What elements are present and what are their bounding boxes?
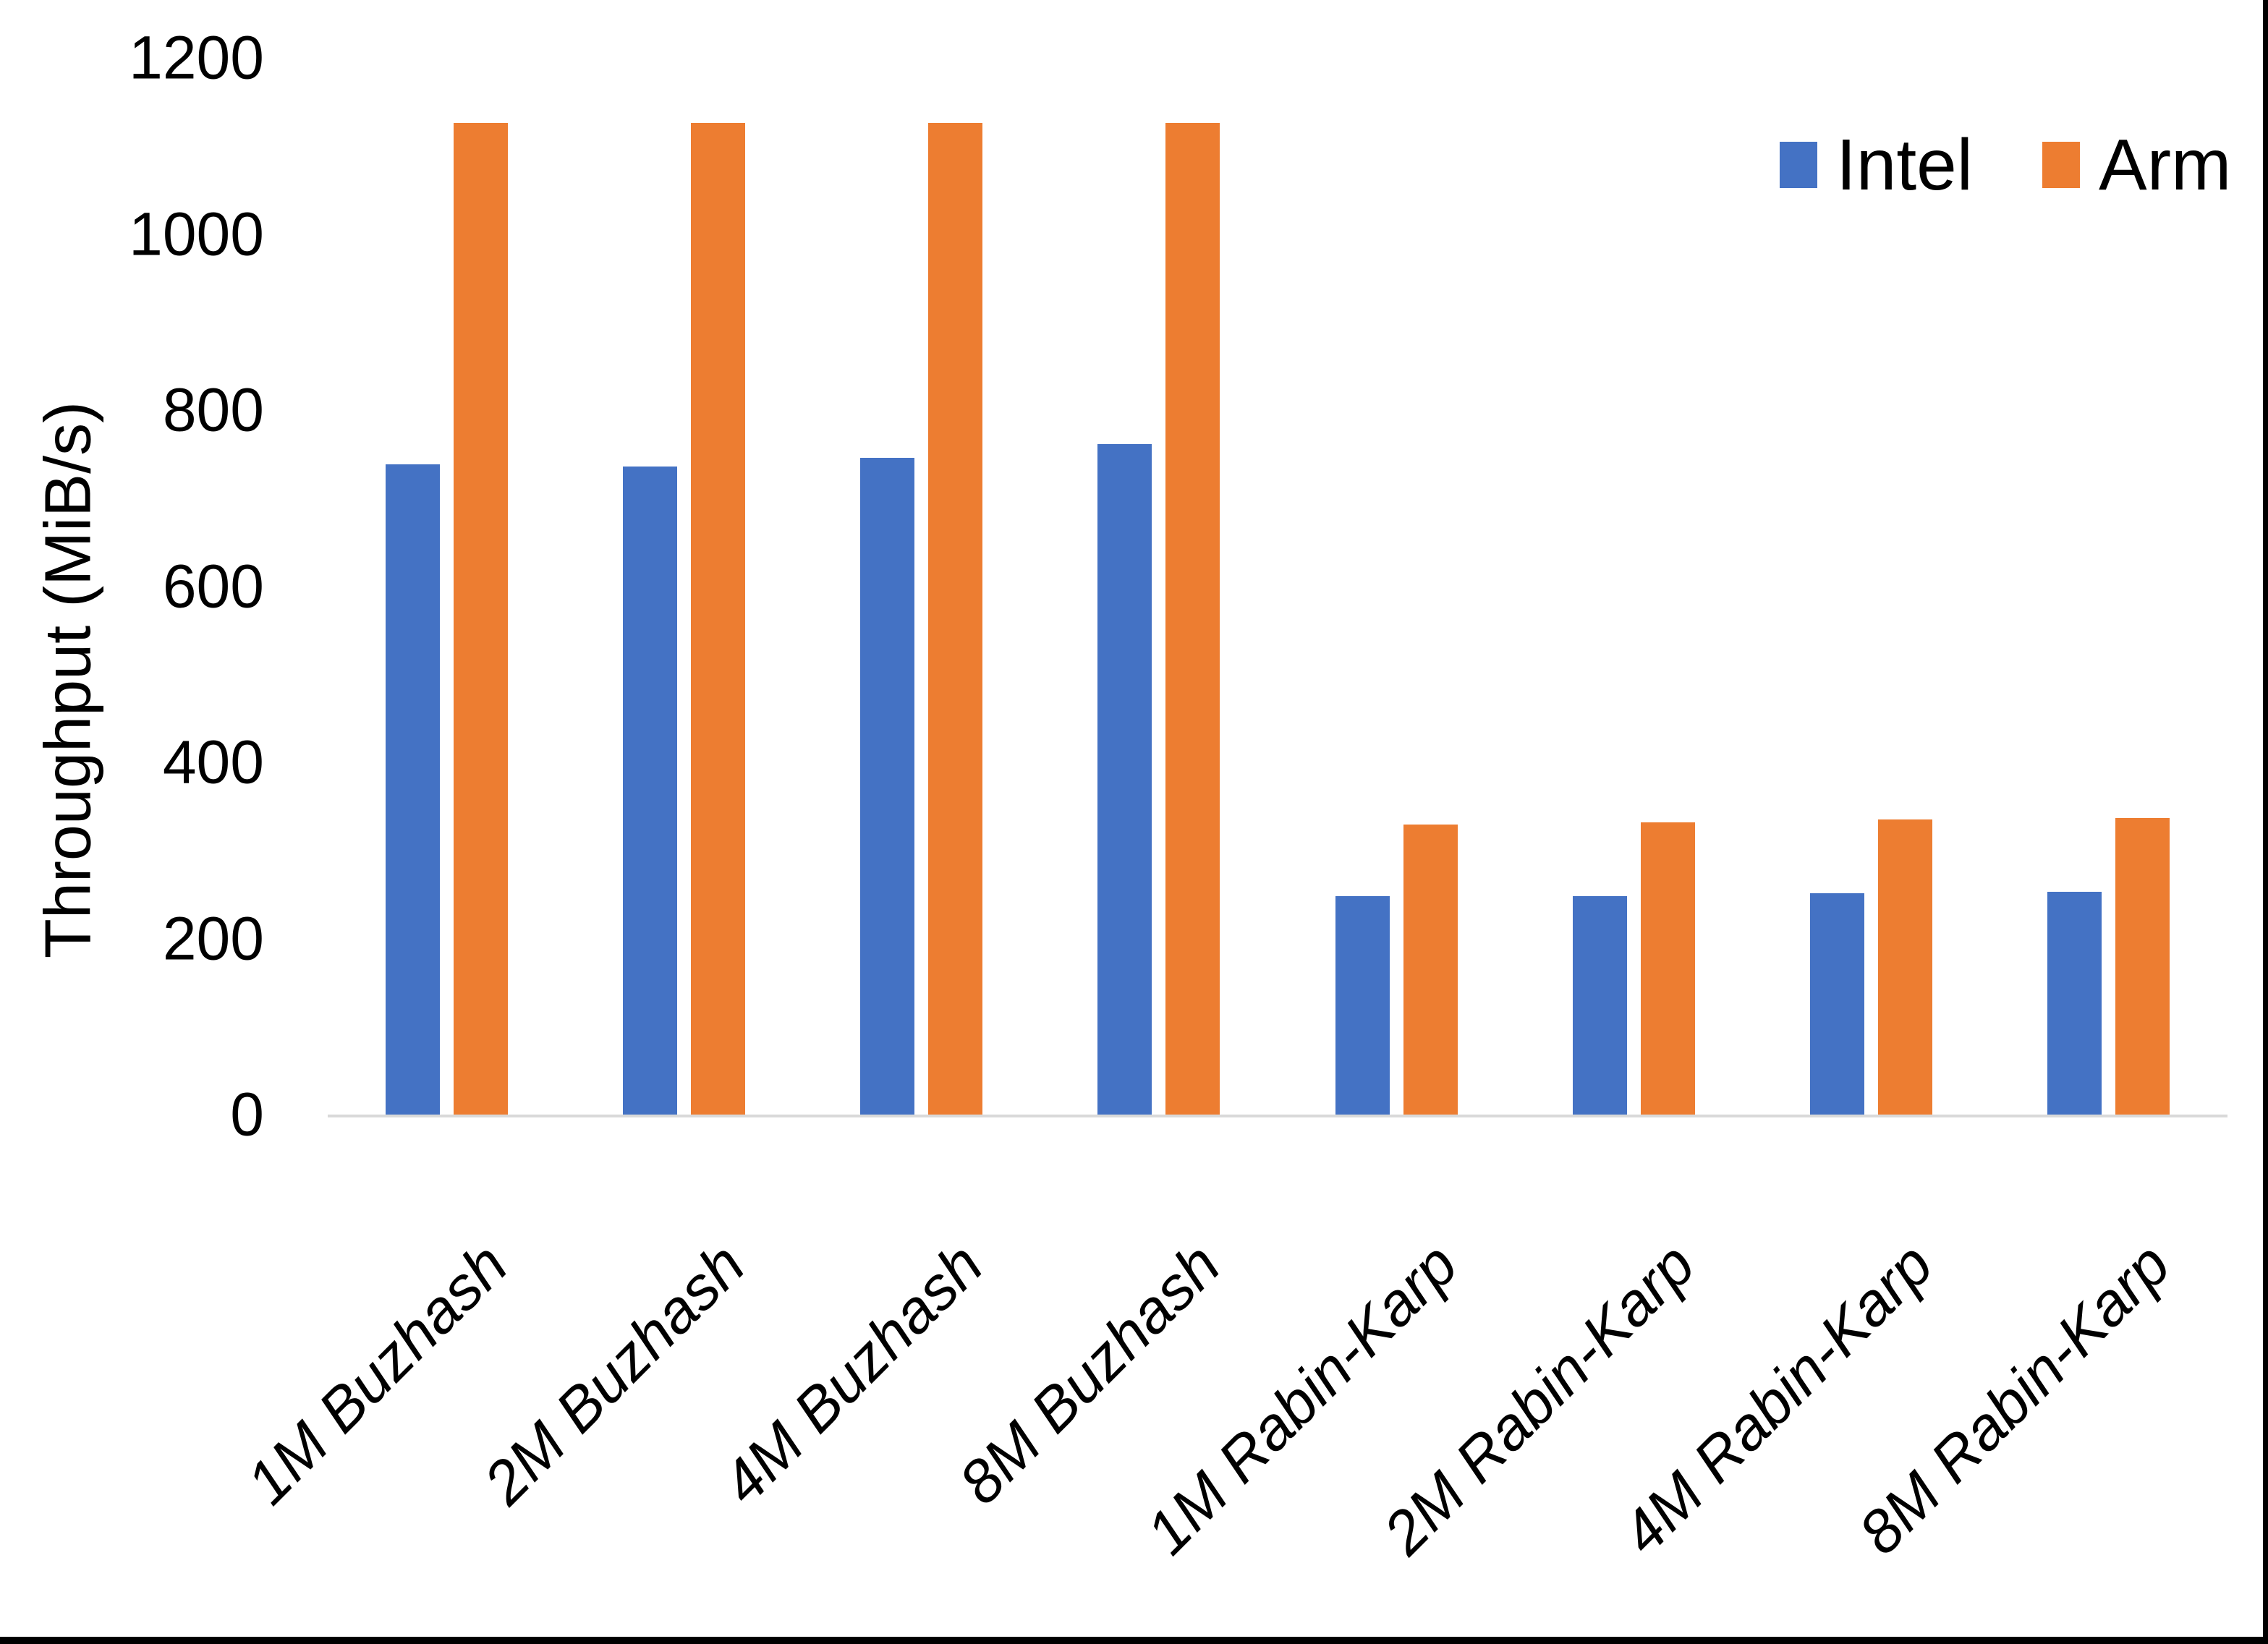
y-axis-title: Throughput (MiB/s) (32, 401, 105, 959)
y-tick-label-1000: 1000 (129, 200, 264, 268)
bar-arm-1m-buzhash (453, 123, 508, 1115)
bar-arm-8m-rabin-karp (2115, 817, 2170, 1115)
legend: Intel Arm (1780, 129, 2231, 201)
bar-intel-2m-buzhash (622, 466, 677, 1115)
y-tick-label-1200: 1200 (129, 23, 264, 92)
bar-intel-8m-rabin-karp (2047, 891, 2102, 1115)
legend-swatch-arm (2042, 142, 2081, 188)
bar-arm-2m-rabin-karp (1640, 822, 1695, 1115)
bar-intel-1m-rabin-karp (1335, 896, 1390, 1115)
bar-intel-4m-buzhash (860, 457, 915, 1115)
bar-arm-1m-rabin-karp (1403, 825, 1458, 1115)
bar-intel-4m-rabin-karp (1810, 893, 1865, 1115)
bar-arm-4m-rabin-karp (1878, 819, 1933, 1115)
y-tick-label-0: 0 (230, 1080, 264, 1149)
legend-item-arm: Arm (2042, 129, 2231, 201)
bar-arm-4m-buzhash (928, 123, 983, 1115)
y-tick-label-800: 800 (162, 375, 264, 444)
bar-intel-2m-rabin-karp (1572, 896, 1627, 1115)
y-tick-label-400: 400 (162, 728, 264, 796)
bar-arm-2m-buzhash (690, 123, 745, 1115)
legend-label-arm: Arm (2099, 124, 2232, 205)
frame-border-bottom (0, 1637, 2268, 1644)
legend-swatch-intel (1780, 142, 1817, 188)
bar-intel-8m-buzhash (1097, 444, 1152, 1115)
bar-arm-8m-buzhash (1165, 123, 1220, 1115)
legend-label-intel: Intel (1836, 124, 1974, 205)
y-tick-label-200: 200 (162, 904, 264, 972)
legend-item-intel: Intel (1780, 129, 1973, 201)
x-axis-line (328, 1115, 2227, 1117)
frame-border-right (2263, 0, 2268, 1644)
y-tick-label-600: 600 (162, 552, 264, 620)
bar-intel-1m-buzhash (385, 464, 440, 1115)
